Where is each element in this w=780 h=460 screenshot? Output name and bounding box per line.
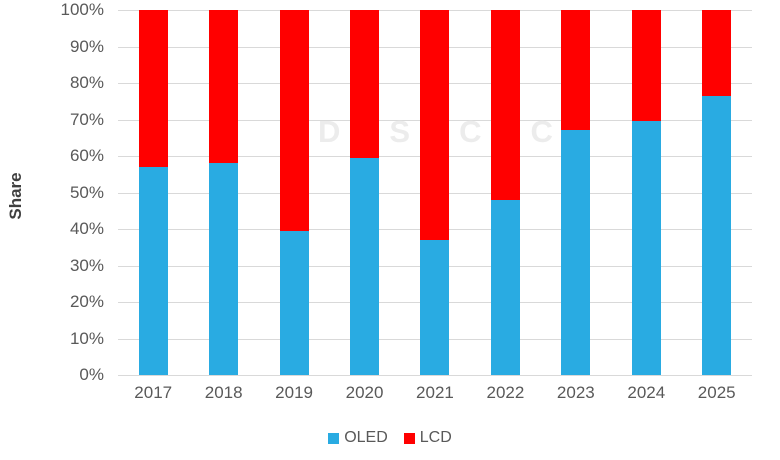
x-axis-label: 2019 bbox=[275, 383, 313, 402]
bar-slot bbox=[541, 10, 611, 375]
bar-2023 bbox=[561, 10, 591, 375]
x-axis-label: 2020 bbox=[345, 383, 384, 402]
lcd-segment bbox=[420, 10, 450, 240]
lcd-segment bbox=[631, 10, 661, 122]
y-tick-label: 0% bbox=[79, 365, 104, 384]
x-axis-label: 2021 bbox=[416, 383, 454, 402]
lcd-segment bbox=[561, 10, 591, 131]
bar-slot bbox=[259, 10, 329, 375]
bar-2017 bbox=[138, 10, 168, 375]
bar-slot bbox=[118, 10, 188, 375]
x-axis-label: 2022 bbox=[486, 383, 525, 402]
legend-swatch-oled bbox=[328, 432, 340, 444]
y-tick-label: 30% bbox=[69, 255, 104, 275]
bar-slot bbox=[329, 10, 399, 375]
x-axis-label: 2025 bbox=[697, 383, 736, 402]
legend-item-oled: OLED bbox=[328, 429, 388, 447]
oled-segment bbox=[490, 199, 520, 375]
bar-2020 bbox=[350, 10, 380, 375]
bar-2019 bbox=[279, 10, 309, 375]
y-tick-label: 80% bbox=[69, 73, 104, 92]
bar-slot bbox=[682, 10, 752, 375]
y-tick-label: 70% bbox=[69, 109, 104, 129]
bar-slot bbox=[400, 10, 470, 375]
bar-2022 bbox=[490, 10, 520, 375]
lcd-segment bbox=[490, 10, 520, 200]
watermark-letter: D bbox=[318, 114, 341, 149]
y-tick-label: 10% bbox=[69, 328, 104, 348]
x-axis-label: 2023 bbox=[556, 383, 595, 402]
y-tick-label: 90% bbox=[69, 36, 104, 56]
bar-2021 bbox=[420, 10, 450, 375]
bar-2025 bbox=[702, 10, 732, 375]
watermark-letter: C bbox=[459, 114, 482, 149]
x-axis-label: 2024 bbox=[627, 383, 666, 402]
y-tick-label: 20% bbox=[69, 292, 104, 311]
oled-segment bbox=[350, 157, 380, 375]
bar-2018 bbox=[209, 10, 239, 375]
oled-segment bbox=[138, 166, 168, 375]
legend: OLED LCD bbox=[0, 429, 780, 447]
x-axis-labels: 2017 2018 2019 2020 2021 2022 2023 2024 2025 bbox=[118, 383, 752, 403]
legend-label-lcd: LCD bbox=[419, 429, 452, 446]
watermark-letter: C bbox=[530, 114, 553, 149]
x-axis-label: 2017 bbox=[134, 383, 173, 402]
y-tick-label: 60% bbox=[69, 146, 104, 165]
lcd-segment bbox=[350, 10, 380, 158]
oled-segment bbox=[209, 163, 239, 375]
y-tick-label: 40% bbox=[69, 219, 104, 238]
lcd-segment bbox=[138, 10, 168, 167]
legend-item-lcd: LCD bbox=[403, 429, 452, 447]
bar-2024 bbox=[631, 10, 661, 375]
y-tick-label: 50% bbox=[69, 182, 104, 202]
bar-slot bbox=[611, 10, 681, 375]
oled-segment bbox=[279, 230, 309, 375]
x-axis-label: 2018 bbox=[204, 383, 243, 402]
y-axis-tick-labels: 0% 10% 20% 30% 40% 50% 60% 70% 80% 90% 100% bbox=[0, 0, 110, 460]
legend-label-oled: OLED bbox=[344, 429, 388, 446]
bar-slot bbox=[470, 10, 540, 375]
lcd-segment bbox=[279, 10, 309, 231]
y-tick-label: 100% bbox=[60, 0, 104, 19]
lcd-segment bbox=[209, 10, 239, 164]
oled-segment bbox=[702, 95, 732, 375]
legend-swatch-lcd bbox=[403, 432, 415, 444]
watermark-letter: S bbox=[389, 114, 411, 149]
gridline bbox=[118, 375, 752, 376]
bar-slot bbox=[188, 10, 258, 375]
bars-container bbox=[118, 10, 752, 375]
oled-segment bbox=[420, 239, 450, 375]
lcd-segment bbox=[702, 10, 732, 96]
oled-segment bbox=[561, 130, 591, 375]
oled-segment bbox=[631, 121, 661, 375]
